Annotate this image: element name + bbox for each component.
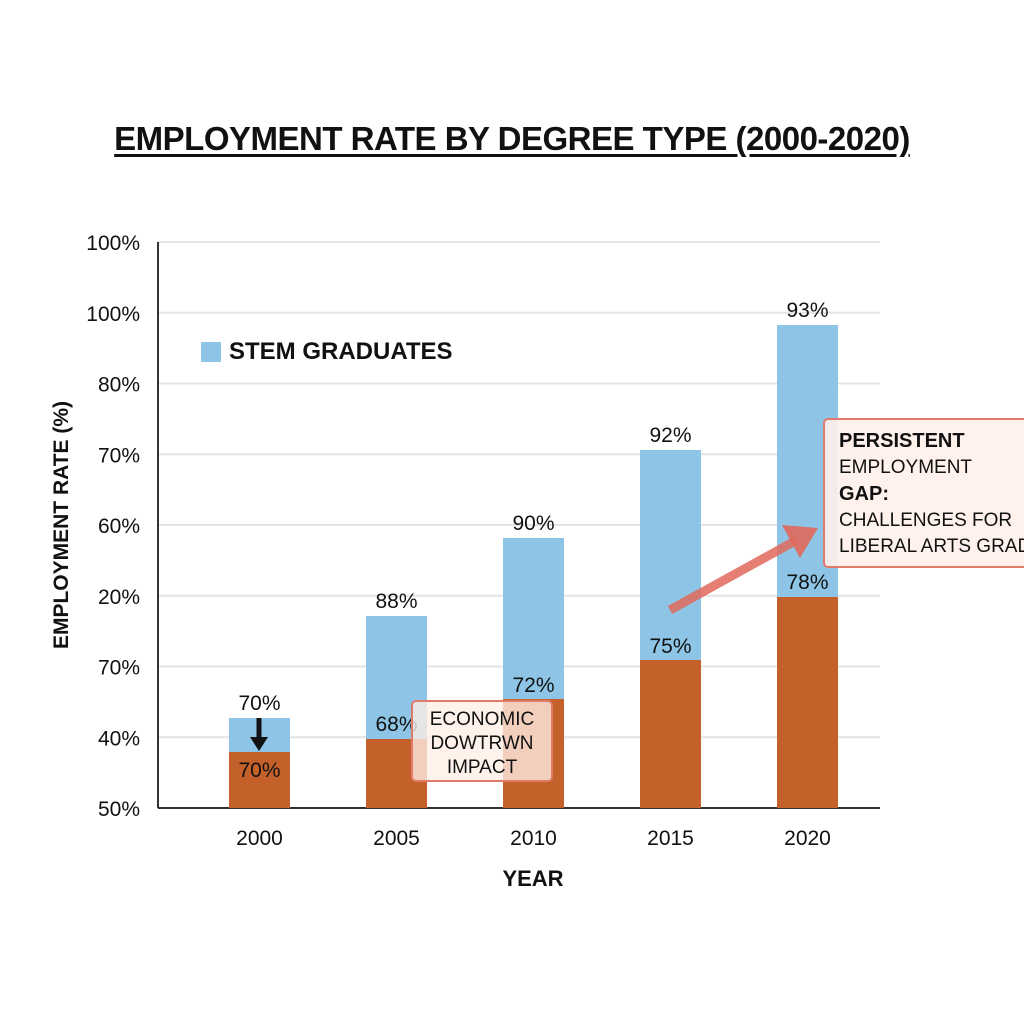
annotation-line: LIBERAL ARTS GRAD [839, 536, 1024, 557]
arrow-down-icon-head [250, 737, 268, 751]
bar-other-2000 [229, 752, 290, 808]
y-axis-label: EMPLOYMENT RATE (%) [50, 400, 73, 650]
arrow-icon-head [782, 525, 818, 558]
x-axis-label: YEAR [502, 866, 564, 891]
annotation-line: ECONOMIC [429, 709, 535, 730]
annotation-line: PERSISTENT [839, 430, 965, 452]
data-label-stem-2020: 93% [786, 299, 828, 322]
y-tick-label: 80% [98, 374, 140, 397]
data-label-other-2020: 78% [786, 571, 828, 594]
y-tick-label: 60% [98, 515, 140, 538]
data-label-other-2000: 70% [238, 759, 280, 782]
bar-other-2020 [777, 597, 838, 808]
x-tick-label: 2015 [647, 827, 694, 850]
bar-stem-2015 [640, 450, 701, 660]
annotation-line: GAP: [839, 483, 889, 505]
y-tick-label: 100% [86, 232, 140, 255]
annotation-line: EMPLOYMENT [839, 457, 973, 478]
y-tick-label: 20% [98, 586, 140, 609]
x-tick-label: 2000 [236, 827, 283, 850]
annotation-economic-downturn: ECONOMIC DOWTRWN IMPACT [411, 700, 553, 782]
annotation-employment-gap: PERSISTENT EMPLOYMENT GAP: CHALLENGES FO… [823, 418, 1024, 568]
annotation-line: CHALLENGES FOR [839, 510, 1013, 531]
x-tick-label: 2005 [373, 827, 420, 850]
bar-other-2015 [640, 660, 701, 808]
chart-title: EMPLOYMENT RATE BY DEGREE TYPE (2000-202… [114, 120, 910, 157]
y-tick-label: 70% [98, 657, 140, 680]
data-label-stem-2015: 92% [649, 424, 691, 447]
y-tick-label: 40% [98, 727, 140, 750]
y-tick-label: 50% [98, 798, 140, 821]
legend-swatch-stem [201, 342, 221, 362]
y-tick-label: 70% [98, 444, 140, 467]
arrow-icon [667, 537, 798, 614]
data-label-stem-2005: 88% [375, 590, 417, 613]
legend: STEM GRADUATES [201, 338, 453, 366]
data-label-stem-2010: 90% [512, 512, 554, 535]
legend-label-stem: STEM GRADUATES [229, 338, 453, 365]
data-label-other-2005: 68% [375, 713, 417, 736]
data-label-other-2015: 75% [649, 635, 691, 658]
y-tick-label: 100% [86, 303, 140, 326]
data-label-stem-2000: 70% [238, 692, 280, 715]
x-tick-label: 2020 [784, 827, 831, 850]
annotation-line: DOWTRWN [430, 733, 534, 754]
x-tick-label: 2010 [510, 827, 557, 850]
bar-stem-2010 [503, 538, 564, 699]
data-label-other-2010: 72% [512, 674, 554, 697]
annotation-line: IMPACT [446, 757, 518, 778]
